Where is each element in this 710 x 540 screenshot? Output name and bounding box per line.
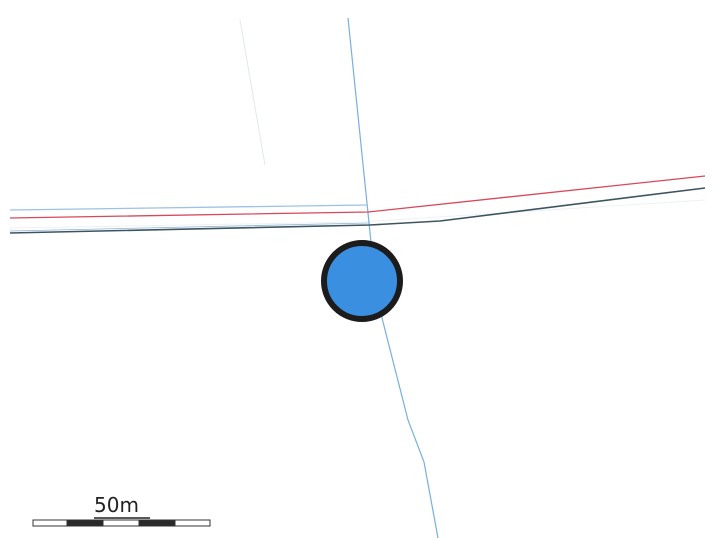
road-dark-line	[9, 187, 706, 234]
scale-bar-segment-4	[138, 519, 176, 527]
road-blue-edge	[9, 204, 369, 211]
scale-bar-segment-1	[32, 519, 68, 527]
scale-bar-segment-5	[174, 519, 211, 527]
scale-bar-segment-2	[66, 519, 104, 527]
location-marker[interactable]	[321, 240, 403, 322]
road-dark-line-shadow	[9, 222, 371, 232]
scale-bar-label: 50m	[94, 493, 139, 517]
faint-road-line	[239, 19, 266, 166]
vertical-blue-line	[347, 17, 439, 539]
scale-bar	[32, 517, 211, 527]
faint-road-line-2	[9, 199, 706, 229]
road-red-line	[9, 175, 706, 219]
scale-bar-segment-3	[102, 519, 140, 527]
